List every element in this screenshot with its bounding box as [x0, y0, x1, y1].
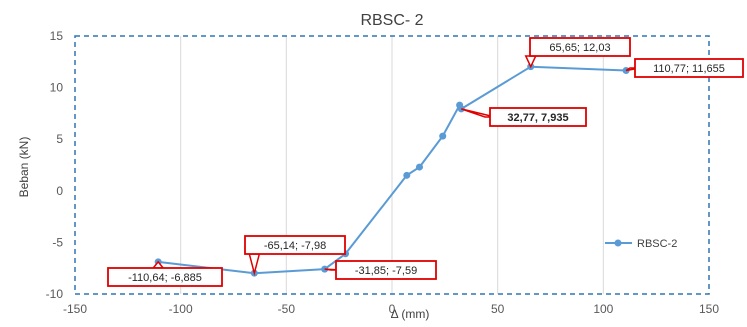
annotation-label: 110,77; 11,655: [653, 63, 725, 75]
annotation-box: [335, 260, 437, 280]
x-tick-label: 0: [389, 302, 396, 316]
annotation-box: [529, 37, 631, 57]
y-tick-label: 0: [56, 184, 63, 198]
plot-area-border: [74, 35, 710, 295]
grid: [180, 36, 604, 294]
legend-label: RBSC-2: [637, 238, 677, 250]
x-tick-label: -50: [278, 302, 296, 316]
x-tick-label: -150: [63, 302, 87, 316]
x-tick-label: -100: [169, 302, 193, 316]
annotation-label: 32,77, 7,935: [507, 112, 568, 124]
x-tick-label: 100: [593, 302, 613, 316]
data-point: [415, 163, 423, 171]
annotation-box: [107, 267, 223, 287]
y-tick-label: -5: [52, 235, 63, 249]
annotations: -110,64; -6,885 -65,14; -7,98 -31,85; -7,5…: [107, 37, 744, 287]
y-tick-label: -10: [46, 287, 64, 301]
annotation-box: [634, 58, 744, 78]
data-point: [439, 132, 447, 140]
annotation-label: -110,64; -6,885: [128, 272, 202, 284]
series-layer: [154, 63, 630, 277]
y-axis-label: Beban (kN): [17, 137, 31, 198]
annotation-box: [489, 107, 587, 127]
chart-title: RBSC- 2: [360, 12, 423, 29]
x-tick-label: 50: [491, 302, 505, 316]
annotation-label: -65,14; -7,98: [264, 240, 326, 252]
data-point: [403, 171, 411, 179]
y-tick-label: 10: [50, 81, 64, 95]
x-tick-label: 150: [699, 302, 719, 316]
x-axis-label: Δ (mm): [391, 307, 430, 321]
legend-marker: [614, 239, 622, 247]
annotation-label: -31,85; -7,59: [355, 265, 417, 277]
y-tick-label: 15: [50, 29, 64, 43]
annotation-box: [244, 235, 346, 255]
y-tick-label: 5: [56, 132, 63, 146]
legend: RBSC-2: [605, 238, 677, 250]
annotation-label: 65,65; 12,03: [549, 42, 610, 54]
